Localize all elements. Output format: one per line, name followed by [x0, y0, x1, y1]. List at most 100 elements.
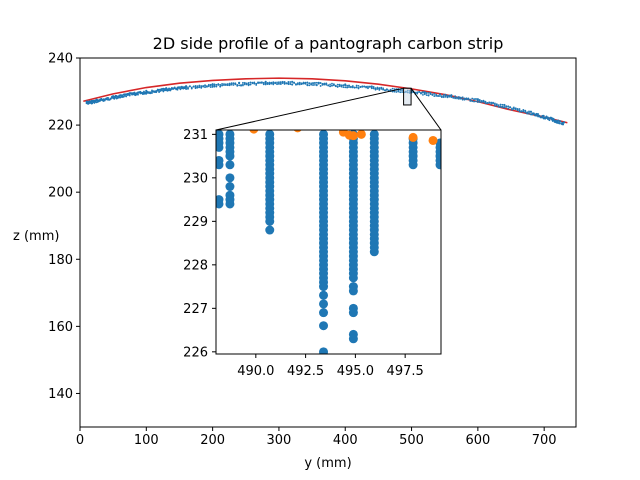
- profile-point: [512, 108, 515, 110]
- profile-point: [268, 83, 271, 86]
- inset-surface-point: [356, 130, 366, 139]
- y-tick-label: 160: [48, 320, 73, 335]
- profile-point: [158, 88, 161, 91]
- profile-point: [215, 85, 218, 88]
- profile-point: [384, 89, 386, 92]
- profile-point: [332, 84, 335, 87]
- profile-point: [516, 107, 519, 110]
- y-axis-ticks: 140 160 180 200 220 240: [48, 52, 80, 402]
- profile-point: [331, 84, 333, 87]
- profile-point: [319, 85, 322, 87]
- profile-point: [152, 90, 155, 92]
- profile-point: [340, 85, 343, 88]
- profile-point: [224, 84, 227, 86]
- profile-point: [125, 95, 128, 98]
- inset-profile-point: [435, 160, 441, 170]
- x-tick-label: 300: [267, 433, 292, 448]
- profile-point: [158, 90, 161, 93]
- profile-point: [226, 84, 229, 87]
- inset-x-tick-label: 492.5: [287, 364, 324, 379]
- y-tick-label: 220: [48, 119, 73, 134]
- inset-y-tick-label: 226: [183, 345, 208, 360]
- profile-point: [463, 97, 466, 100]
- profile-point: [238, 81, 241, 84]
- profile-point: [435, 95, 438, 97]
- profile-point: [501, 103, 504, 106]
- inset-profile-point: [216, 199, 224, 209]
- x-tick-label: 100: [134, 433, 159, 448]
- profile-point: [526, 112, 529, 115]
- profile-point: [211, 86, 214, 88]
- profile-point: [213, 85, 216, 88]
- inset-profile-point: [319, 282, 329, 292]
- profile-point: [503, 103, 506, 107]
- profile-point: [166, 88, 169, 91]
- profile-point: [467, 98, 470, 100]
- profile-point: [444, 94, 447, 97]
- profile-point: [450, 94, 453, 97]
- profile-point: [374, 87, 377, 90]
- profile-point: [380, 86, 383, 89]
- profile-point: [272, 83, 275, 86]
- inset-plot: 490.0 492.5 495.0 497.5 226 227 228 229 230 231: [183, 128, 442, 379]
- inset-x-axis-ticks: 490.0 492.5 495.0 497.5: [237, 354, 424, 379]
- profile-point: [306, 81, 309, 84]
- profile-point: [182, 87, 185, 90]
- profile-point: [281, 80, 284, 83]
- profile-point: [268, 81, 271, 84]
- profile-point: [185, 88, 188, 90]
- x-tick-label: 0: [76, 433, 84, 448]
- profile-point: [289, 83, 292, 86]
- profile-point: [283, 83, 286, 85]
- profile-point: [486, 102, 489, 104]
- profile-point: [454, 97, 457, 100]
- profile-point: [281, 82, 284, 85]
- profile-point: [433, 92, 436, 95]
- main-plot: 0 100 200 300 400 500 600 700 140 160 180 200 220 24…: [48, 52, 577, 448]
- profile-point: [528, 110, 530, 113]
- profile-point: [172, 88, 175, 90]
- profile-point: [283, 81, 286, 83]
- profile-point: [401, 89, 403, 91]
- profile-point: [439, 95, 441, 98]
- profile-point: [365, 86, 367, 89]
- y-tick-label: 140: [48, 387, 73, 402]
- profile-point: [170, 88, 173, 90]
- profile-point: [534, 113, 537, 116]
- profile-point: [162, 89, 165, 92]
- profile-point: [529, 110, 533, 113]
- profile-point: [211, 83, 214, 86]
- profile-point: [312, 84, 314, 87]
- profile-point: [219, 85, 222, 88]
- profile-point: [478, 101, 481, 103]
- profile-point: [423, 91, 426, 94]
- inset-surface-point: [249, 130, 259, 134]
- profile-point: [95, 98, 98, 101]
- profile-point: [357, 84, 360, 87]
- profile-point: [270, 82, 273, 85]
- profile-point: [306, 83, 309, 86]
- profile-point: [287, 82, 290, 85]
- profile-point: [427, 94, 430, 97]
- profile-point: [103, 99, 106, 102]
- profile-point: [545, 115, 548, 118]
- profile-point: [450, 96, 453, 99]
- profile-point: [537, 113, 539, 116]
- profile-point: [559, 120, 562, 123]
- profile-point: [522, 110, 525, 113]
- profile-point: [372, 86, 375, 88]
- profile-point: [168, 89, 170, 92]
- profile-point: [544, 117, 547, 119]
- profile-point: [255, 82, 258, 85]
- profile-point: [542, 116, 545, 118]
- inset-x-tick-label: 497.5: [387, 364, 424, 379]
- profile-point: [465, 97, 468, 100]
- inset-profile-point: [225, 199, 235, 209]
- inset-profile-point: [319, 347, 329, 354]
- profile-point: [541, 116, 544, 119]
- profile-point: [168, 88, 170, 90]
- profile-point: [188, 85, 191, 88]
- profile-point: [285, 82, 288, 85]
- profile-point: [361, 85, 364, 88]
- profile-points-layer: [85, 80, 566, 126]
